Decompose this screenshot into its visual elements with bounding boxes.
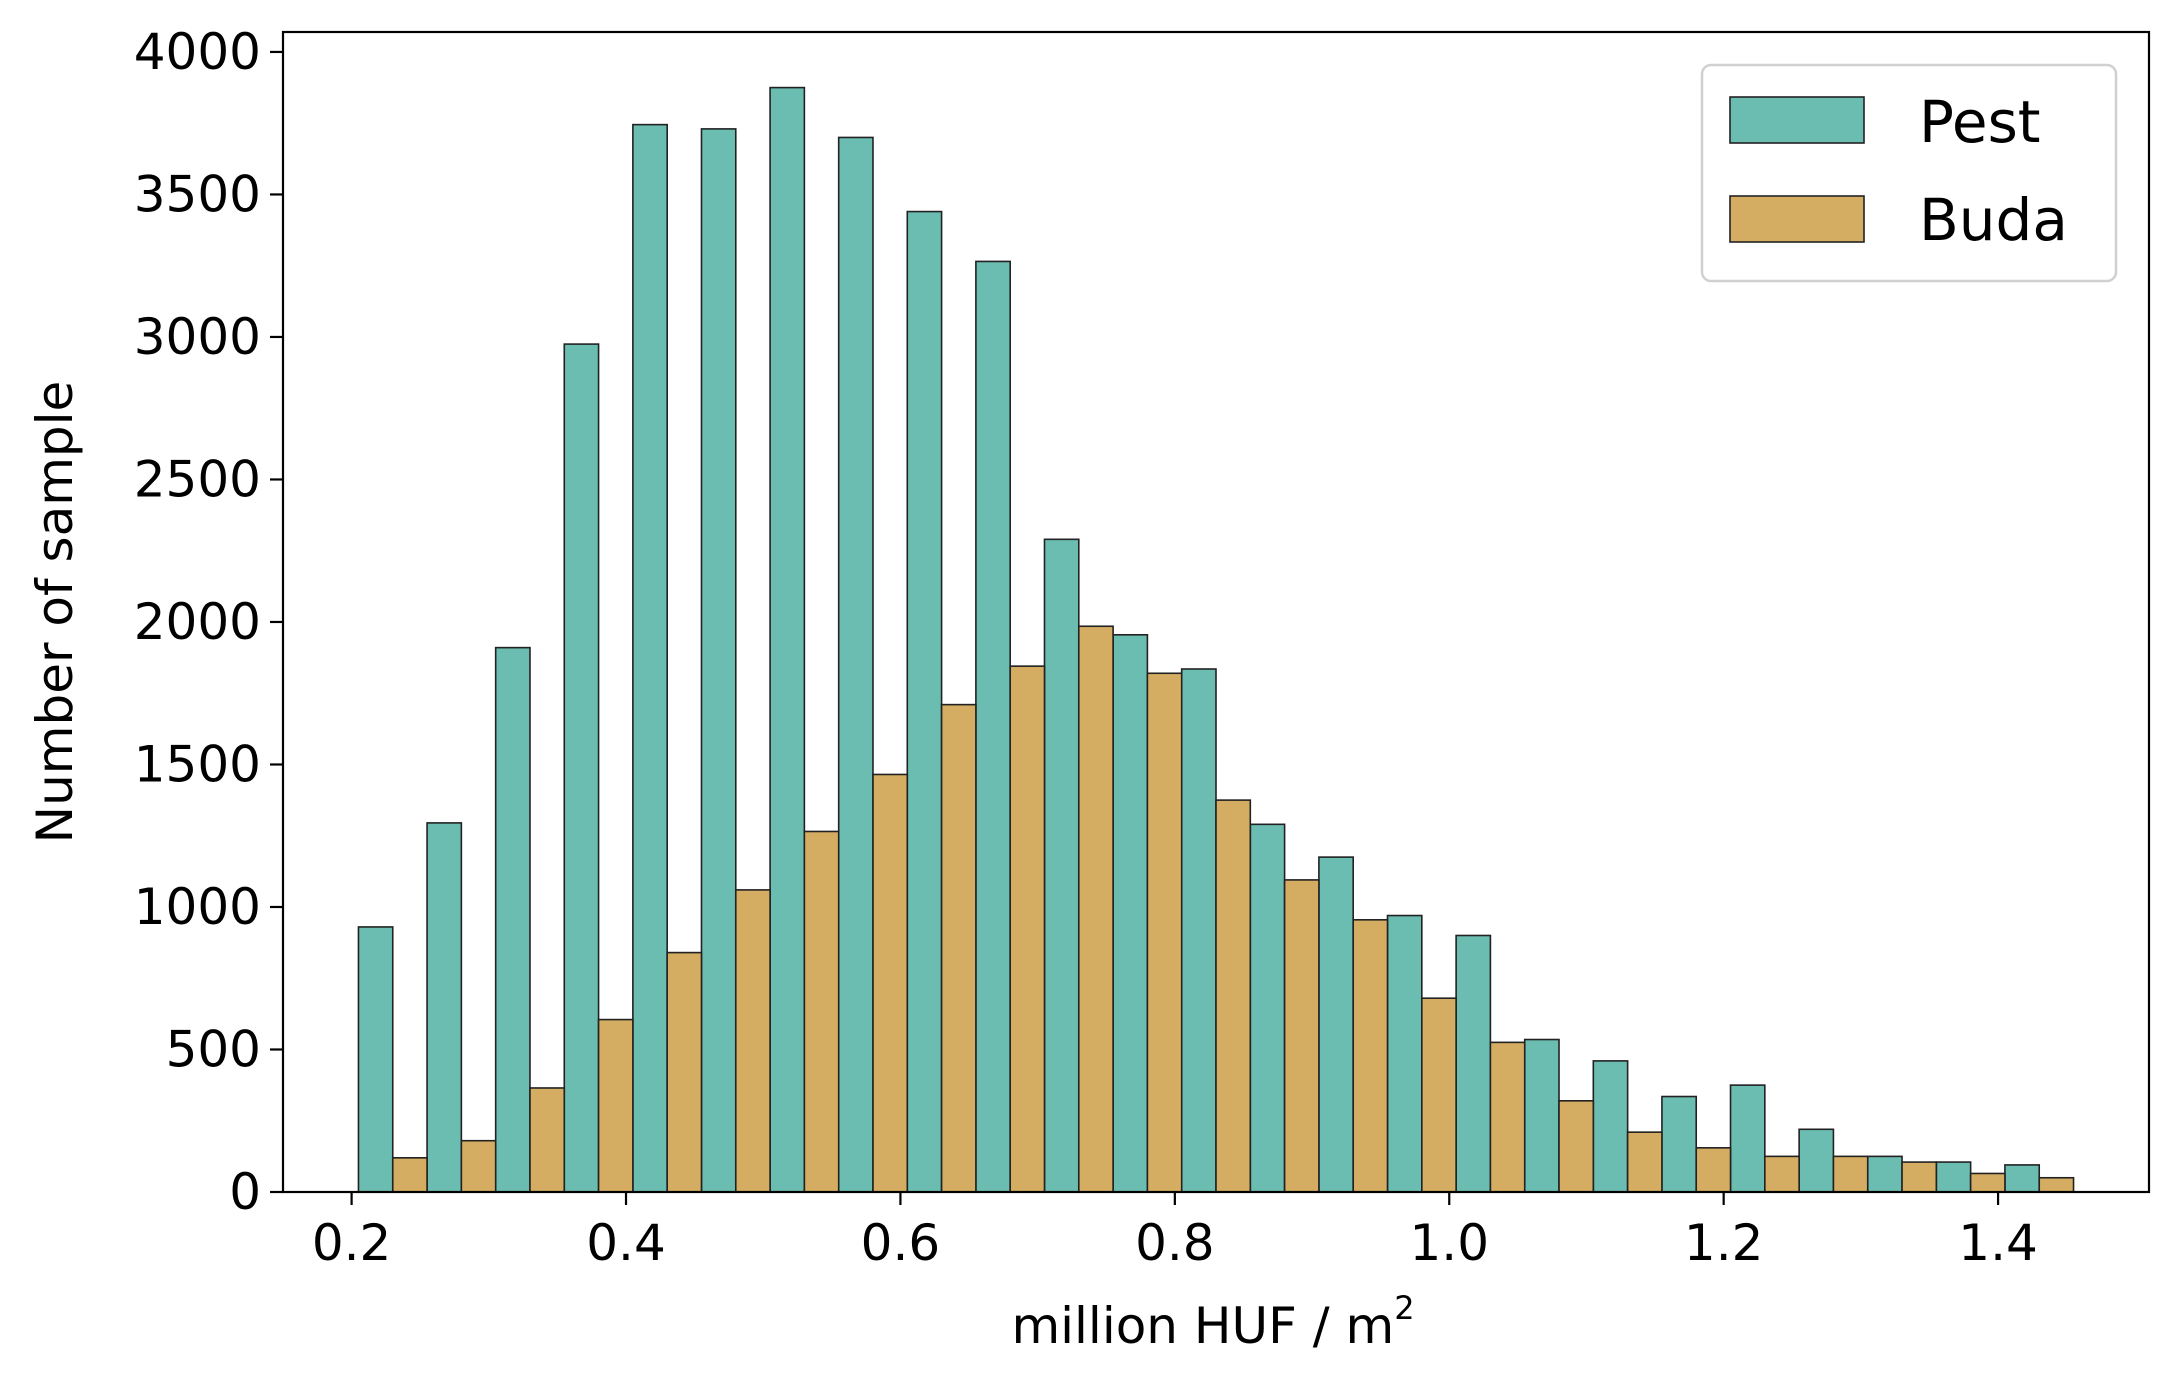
bar-pest-16 (1455, 934, 1492, 1193)
bar-pest-18 (1592, 1060, 1629, 1193)
bar-pest-2 (494, 646, 531, 1193)
bar-pest-15 (1386, 914, 1423, 1193)
legend: Pest Buda (1700, 63, 2118, 283)
bar-pest-12 (1180, 668, 1217, 1193)
bar-pest-6 (769, 86, 806, 1193)
legend-label-pest: Pest (1919, 88, 2041, 156)
legend-label-buda: Buda (1919, 186, 2068, 254)
x-tick-label: 0.8 (1135, 1214, 1215, 1272)
y-axis-label: Number of sample (26, 381, 84, 844)
bar-buda-11 (1146, 672, 1183, 1193)
y-tick-label: 2500 (134, 450, 261, 508)
x-tick-label: 1.0 (1409, 1214, 1489, 1272)
x-axis-label-superscript: 2 (1394, 1289, 1414, 1327)
x-tick-label: 1.4 (1958, 1214, 2038, 1272)
bar-pest-1 (426, 822, 463, 1193)
bar-buda-2 (529, 1087, 566, 1193)
y-tick-label: 500 (166, 1020, 261, 1078)
bar-pest-7 (837, 136, 874, 1193)
bar-buda-22 (1901, 1161, 1938, 1193)
bar-pest-3 (563, 343, 600, 1193)
bar-buda-15 (1421, 997, 1457, 1193)
bar-pest-4 (632, 123, 668, 1193)
bar-pest-11 (1112, 633, 1149, 1193)
bar-buda-19 (1695, 1147, 1732, 1193)
bar-pest-14 (1318, 856, 1355, 1193)
x-tick-label: 0.4 (586, 1214, 666, 1272)
legend-swatch-pest (1729, 96, 1865, 144)
y-tick-label: 1000 (134, 878, 261, 936)
bar-pest-13 (1249, 823, 1286, 1193)
bar-buda-0 (391, 1157, 428, 1193)
bar-buda-8 (940, 703, 977, 1193)
bar-buda-10 (1077, 625, 1114, 1193)
bar-pest-19 (1661, 1095, 1698, 1193)
legend-swatch-buda (1729, 195, 1865, 243)
bar-buda-9 (1009, 665, 1046, 1193)
bar-buda-18 (1626, 1131, 1663, 1193)
x-axis-label: million HUF / m2 (1011, 1289, 1414, 1355)
y-tick-label: 2000 (134, 593, 261, 651)
bar-buda-5 (734, 889, 771, 1193)
x-tick-label: 0.2 (312, 1214, 392, 1272)
bar-pest-9 (975, 260, 1011, 1193)
bar-buda-7 (872, 773, 909, 1193)
y-tick-label: 4000 (134, 23, 261, 81)
bar-buda-3 (597, 1018, 634, 1193)
bar-buda-1 (460, 1139, 497, 1193)
bar-buda-24 (2038, 1176, 2075, 1193)
bar-buda-13 (1283, 879, 1320, 1193)
y-axis: 0 500 1000 1500 2000 2500 3000 3500 4000 (134, 23, 283, 1221)
bar-pest-21 (1798, 1128, 1835, 1193)
bar-buda-21 (1832, 1155, 1869, 1193)
bar-pest-20 (1729, 1084, 1766, 1193)
bar-pest-5 (700, 128, 737, 1193)
y-tick-label: 1500 (134, 735, 261, 793)
bar-pest-8 (906, 210, 943, 1193)
bar-pest-22 (1866, 1155, 1903, 1193)
bar-buda-14 (1352, 919, 1389, 1193)
y-tick-label: 0 (229, 1163, 261, 1221)
x-axis: 0.2 0.4 0.6 0.8 1.0 1.2 1.4 (312, 1192, 2038, 1272)
y-tick-label: 3500 (134, 165, 261, 223)
x-tick-label: 0.6 (861, 1214, 941, 1272)
bar-buda-17 (1558, 1100, 1595, 1193)
bar-buda-4 (666, 951, 703, 1193)
bars-layer (357, 86, 2075, 1193)
plot-frame (281, 30, 2151, 1194)
bar-pest-17 (1523, 1038, 1560, 1193)
bar-buda-16 (1489, 1041, 1526, 1193)
bar-buda-12 (1215, 799, 1252, 1193)
bar-pest-0 (357, 926, 394, 1193)
bar-pest-23 (1935, 1161, 1972, 1193)
bar-pest-10 (1043, 538, 1080, 1193)
bar-buda-23 (1969, 1172, 2006, 1193)
bar-pest-24 (2004, 1164, 2041, 1193)
x-axis-label-text: million HUF / m (1011, 1297, 1394, 1355)
bar-buda-20 (1764, 1155, 1800, 1193)
x-tick-label: 1.2 (1684, 1214, 1764, 1272)
y-tick-label: 3000 (134, 308, 261, 366)
bar-buda-6 (803, 830, 840, 1193)
